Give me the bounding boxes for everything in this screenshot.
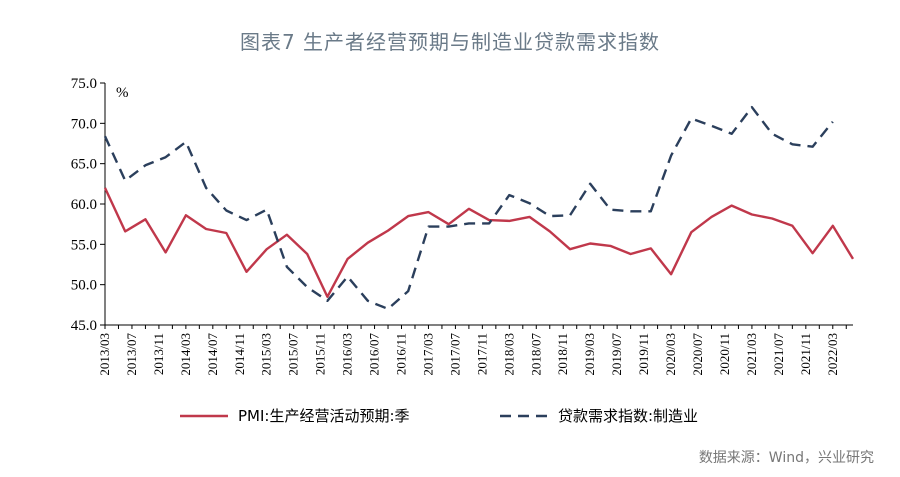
x-tick-label: 2019/11 — [636, 333, 651, 375]
legend-label-pmi: PMI:生产经营活动预期:季 — [238, 407, 410, 425]
y-tick-label: 50.0 — [71, 278, 97, 294]
y-axis-ticks: 45.0 50.0 55.0 60.0 65.0 70.0 75.0 — [71, 76, 105, 334]
x-tick-label: 2018/11 — [555, 333, 570, 375]
series-line-pmi — [103, 187, 855, 298]
x-tick-label: 2014/07 — [205, 333, 220, 376]
y-tick-label: 70.0 — [71, 116, 97, 132]
y-tick-label: 60.0 — [71, 197, 97, 213]
x-tick-label: 2021/07 — [771, 333, 786, 376]
x-tick-label: 2013/03 — [97, 333, 112, 376]
x-tick-label: 2015/07 — [286, 333, 301, 376]
x-tick-label: 2014/11 — [232, 333, 247, 375]
legend: PMI:生产经营活动预期:季 贷款需求指数:制造业 — [180, 407, 698, 425]
chart-title: 图表7 生产者经营预期与制造业贷款需求指数 — [239, 30, 661, 54]
x-tick-label: 2020/11 — [717, 333, 732, 375]
x-tick-label: 2020/03 — [663, 333, 678, 376]
x-tick-label: 2014/03 — [178, 333, 193, 376]
chart-axes — [104, 83, 853, 326]
x-tick-label: 2021/03 — [744, 333, 759, 376]
y-unit-label: % — [116, 85, 129, 101]
series-lines — [103, 105, 855, 311]
y-tick-label: 55.0 — [71, 237, 97, 253]
x-tick-label: 2019/03 — [582, 333, 597, 376]
x-tick-label: 2013/11 — [151, 333, 166, 375]
y-tick-label: 65.0 — [71, 157, 97, 173]
x-tick-label: 2021/11 — [798, 333, 813, 375]
x-tick-label: 2020/07 — [690, 333, 705, 376]
legend-label-loan-demand: 贷款需求指数:制造业 — [558, 407, 698, 425]
x-tick-label: 2016/03 — [340, 333, 355, 376]
y-tick-label: 45.0 — [71, 318, 97, 334]
x-tick-label: 2017/11 — [474, 333, 489, 375]
x-tick-label: 2018/03 — [501, 333, 516, 376]
x-axis-ticks: 2013/03 2013/07 2013/11 2014/03 2014/07 2014/… — [97, 325, 847, 376]
x-tick-label: 2015/03 — [259, 333, 274, 376]
x-tick-label: 2019/07 — [609, 333, 624, 376]
data-source: 数据来源：Wind，兴业研究 — [698, 450, 874, 466]
x-tick-label: 2013/07 — [124, 333, 139, 376]
y-tick-label: 75.0 — [71, 76, 97, 92]
x-tick-label: 2015/11 — [313, 333, 328, 375]
x-tick-label: 2017/03 — [420, 333, 435, 376]
x-tick-label: 2017/07 — [447, 333, 462, 376]
x-tick-label: 2018/07 — [528, 333, 543, 376]
x-tick-label: 2016/07 — [367, 333, 382, 376]
x-tick-label: 2016/11 — [394, 333, 409, 375]
x-tick-label: 2022/03 — [825, 333, 840, 376]
series-line-loan-demand — [103, 105, 834, 311]
